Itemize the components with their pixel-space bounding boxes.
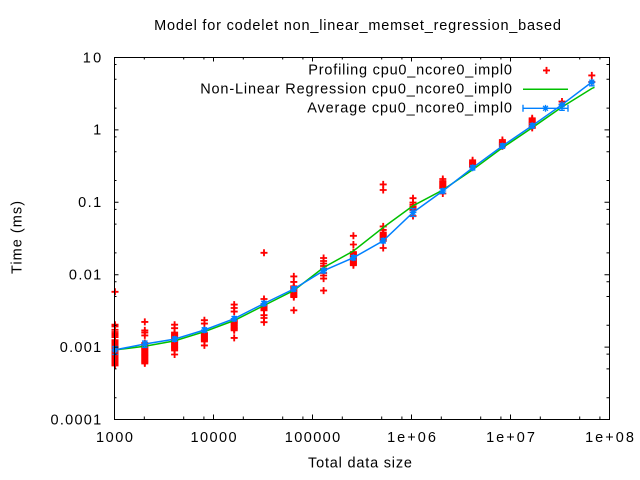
svg-text:Time (ms): Time (ms) [9, 201, 25, 274]
svg-text:0.0001: 0.0001 [51, 412, 102, 428]
svg-text:100000: 100000 [285, 430, 340, 446]
svg-text:Total data size: Total data size [308, 456, 412, 472]
svg-text:1e+06: 1e+06 [387, 430, 436, 446]
svg-text:1e+07: 1e+07 [486, 430, 535, 446]
svg-text:0.001: 0.001 [60, 340, 102, 356]
svg-text:Average cpu0_ncore0_impl0: Average cpu0_ncore0_impl0 [307, 100, 512, 116]
svg-text:Profiling cpu0_ncore0_impl0: Profiling cpu0_ncore0_impl0 [308, 62, 512, 78]
svg-text:1000: 1000 [96, 430, 133, 446]
svg-text:10: 10 [83, 50, 102, 66]
svg-text:1e+08: 1e+08 [585, 430, 634, 446]
svg-text:Model for codelet non_linear_m: Model for codelet non_linear_memset_regr… [154, 18, 561, 34]
svg-text:1: 1 [93, 123, 101, 139]
svg-text:Non-Linear Regression cpu0_nco: Non-Linear Regression cpu0_ncore0_impl0 [200, 81, 512, 97]
svg-text:0.1: 0.1 [78, 195, 101, 211]
svg-text:0.01: 0.01 [69, 268, 101, 284]
svg-text:10000: 10000 [190, 430, 236, 446]
